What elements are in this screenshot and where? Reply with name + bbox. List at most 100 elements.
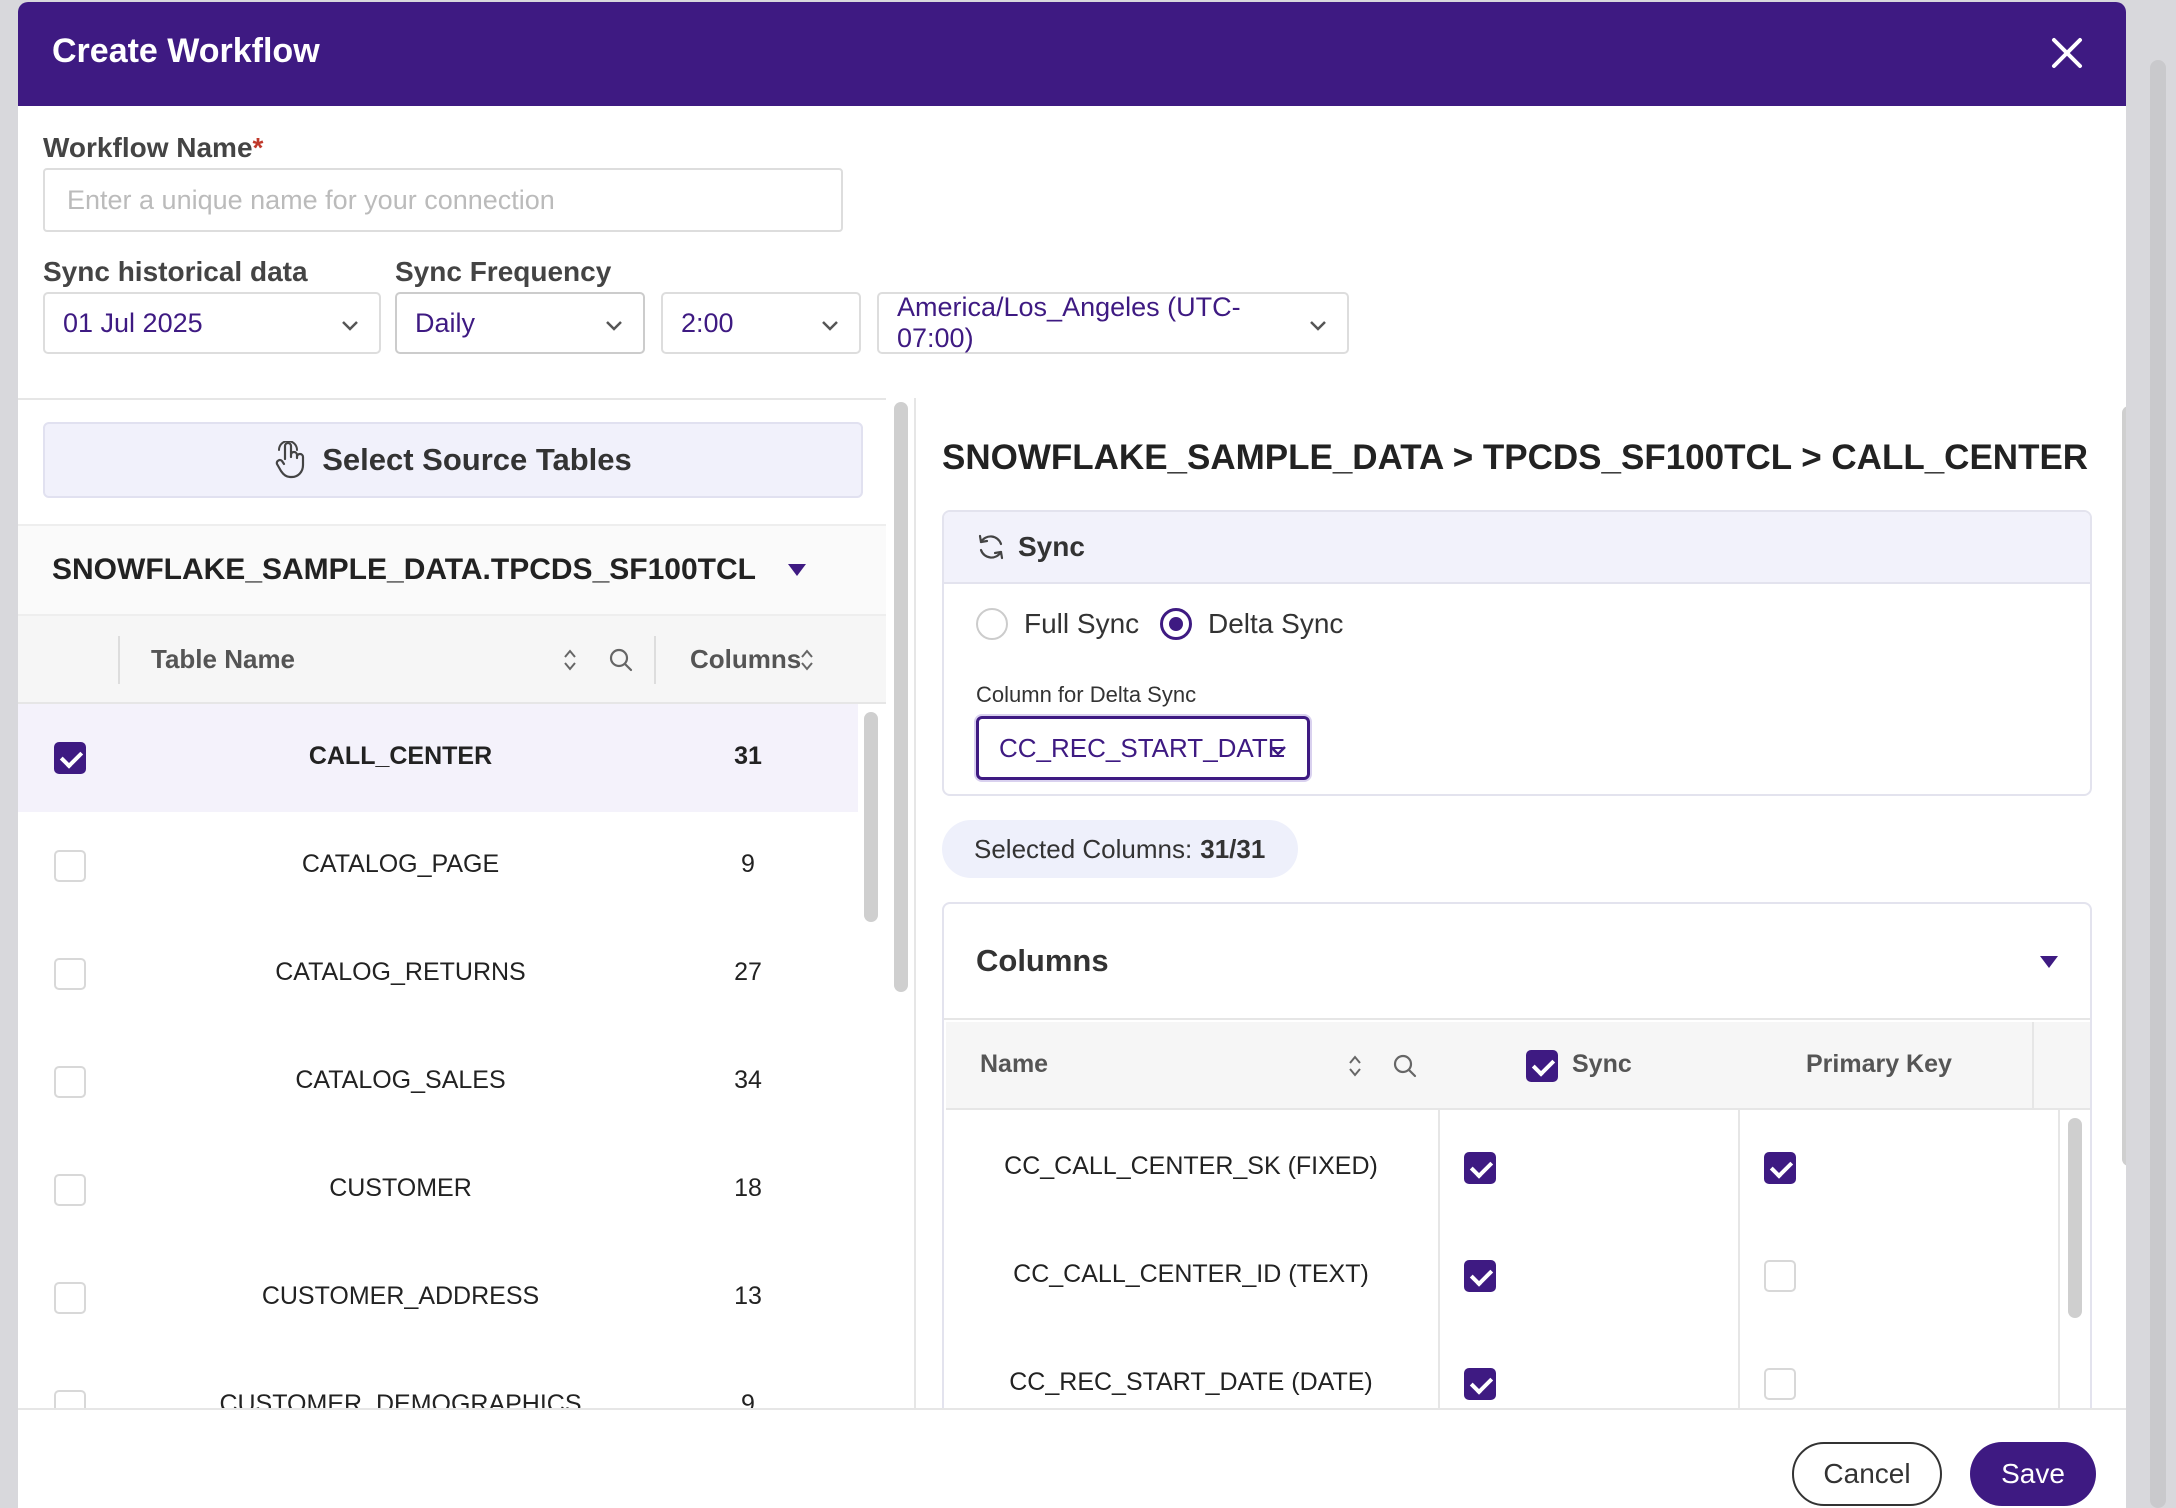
table-name: CALL_CENTER [308, 742, 493, 770]
table-name: CATALOG_RETURNS [275, 958, 526, 986]
header-table-name: Table Name [151, 644, 296, 674]
sync-checkbox[interactable] [1464, 1152, 1496, 1184]
chevron-down-icon [606, 321, 622, 331]
column-separator [2058, 1110, 2060, 1508]
delta-column-value: CC_REC_START_DATE [999, 732, 1286, 763]
table-name: CUSTOMER [329, 1174, 472, 1202]
row-checkbox[interactable] [54, 1282, 86, 1314]
time-value: 2:00 [681, 307, 734, 338]
timezone-select[interactable]: America/Los_Angeles (UTC-07:00) [877, 292, 1349, 354]
time-select[interactable]: 2:00 [661, 292, 861, 354]
table-row[interactable]: CUSTOMER 18 [18, 1136, 858, 1244]
header-columns: Columns [690, 644, 802, 674]
sync-card-header: Sync [944, 512, 2090, 584]
selected-columns-value: 31/31 [1200, 833, 1266, 864]
hand-pointer-icon [276, 441, 305, 479]
full-sync-radio[interactable] [976, 608, 1008, 640]
column-separator [654, 636, 656, 684]
column-separator [2032, 1022, 2034, 1110]
sort-icon[interactable] [563, 648, 577, 672]
column-count: 27 [734, 958, 762, 986]
sync-historical-value: 01 Jul 2025 [63, 307, 203, 338]
row-checkbox[interactable] [54, 742, 86, 774]
search-icon[interactable] [608, 647, 634, 673]
delta-column-label: Column for Delta Sync [976, 682, 1197, 707]
dialog-header: Create Workflow [18, 2, 2126, 106]
chevron-down-icon [342, 321, 358, 331]
sync-checkbox[interactable] [1464, 1260, 1496, 1292]
columns-card: Columns Name Sync Primary Key CC_CALL_CE… [942, 902, 2092, 1508]
table-name: CATALOG_PAGE [301, 850, 500, 878]
column-name: CC_REC_START_DATE (DATE) [1009, 1368, 1373, 1396]
sync-historical-date-select[interactable]: 01 Jul 2025 [43, 292, 381, 354]
create-workflow-dialog: Create Workflow Workflow Name* Sync hist… [18, 2, 2126, 1508]
sync-settings-card: Sync Full Sync Delta Sync Column for Del… [942, 510, 2092, 796]
column-count: 13 [734, 1282, 762, 1310]
header-sync: Sync [1572, 1050, 1632, 1078]
refresh-icon [978, 534, 1004, 560]
columns-title: Columns [976, 943, 1109, 978]
panel-divider [914, 398, 916, 1410]
table-row[interactable]: CATALOG_PAGE 9 [18, 812, 858, 920]
chevron-down-icon [1270, 746, 1286, 756]
table-row[interactable]: CUSTOMER_ADDRESS 13 [18, 1244, 858, 1352]
sort-icon[interactable] [800, 648, 814, 672]
page-scrollbar[interactable] [2150, 60, 2166, 1508]
close-icon[interactable] [2044, 30, 2090, 76]
required-mark: * [252, 132, 264, 163]
header-name: Name [980, 1050, 1049, 1078]
full-sync-label[interactable]: Full Sync [1024, 608, 1140, 639]
delta-sync-radio[interactable] [1160, 608, 1192, 640]
columns-scrollbar[interactable] [2068, 1118, 2082, 1318]
sync-historical-label: Sync historical data [43, 256, 308, 287]
caret-down-icon[interactable] [2040, 956, 2058, 968]
column-row: CC_CALL_CENTER_ID (TEXT) [946, 1220, 2058, 1328]
dialog-footer: Cancel Save [18, 1408, 2126, 1508]
sync-title: Sync [1018, 531, 1085, 562]
column-name: CC_CALL_CENTER_SK (FIXED) [1004, 1152, 1378, 1180]
selected-columns-label: Selected Columns: [974, 833, 1193, 864]
column-count: 9 [741, 850, 755, 878]
cancel-button[interactable]: Cancel [1792, 1442, 1942, 1506]
column-separator [118, 636, 120, 684]
right-panel-scrollbar[interactable] [2122, 406, 2126, 1166]
row-checkbox[interactable] [54, 1066, 86, 1098]
row-checkbox[interactable] [54, 958, 86, 990]
primary-key-checkbox[interactable] [1764, 1152, 1796, 1184]
left-panel-scrollbar[interactable] [894, 402, 908, 992]
workflow-name-input[interactable] [43, 168, 843, 232]
table-path-breadcrumb: SNOWFLAKE_SAMPLE_DATA > TPCDS_SF100TCL >… [942, 438, 2089, 477]
sync-checkbox[interactable] [1464, 1368, 1496, 1400]
frequency-select[interactable]: Daily [395, 292, 645, 354]
column-count: 34 [734, 1066, 762, 1094]
table-name: CUSTOMER_ADDRESS [261, 1282, 540, 1310]
sync-all-checkbox[interactable] [1526, 1050, 1558, 1082]
caret-down-icon [787, 564, 806, 576]
table-row-call-center[interactable]: CALL_CENTER 31 [18, 704, 858, 812]
save-button[interactable]: Save [1970, 1442, 2096, 1506]
select-source-tables-button[interactable]: Select Source Tables [43, 422, 863, 498]
table-row[interactable]: CATALOG_SALES 34 [18, 1028, 858, 1136]
sort-icon[interactable] [1348, 1054, 1362, 1078]
table-row[interactable]: CATALOG_RETURNS 27 [18, 920, 858, 1028]
frequency-value: Daily [415, 307, 476, 338]
column-name: CC_CALL_CENTER_ID (TEXT) [1013, 1260, 1369, 1288]
columns-card-header[interactable]: Columns [944, 904, 2090, 1020]
row-checkbox[interactable] [54, 1174, 86, 1206]
select-source-tables-label: Select Source Tables [322, 442, 632, 477]
source-table-header: Table Name Columns [18, 616, 886, 704]
workflow-name-label: Workflow Name* [43, 132, 264, 163]
primary-key-checkbox[interactable] [1764, 1260, 1796, 1292]
delta-column-select[interactable]: CC_REC_START_DATE [976, 716, 1310, 780]
column-separator [1738, 1110, 1740, 1508]
table-list-scrollbar[interactable] [864, 712, 878, 922]
selected-columns-badge: Selected Columns: 31/31 [942, 820, 1298, 878]
schema-selector[interactable]: SNOWFLAKE_SAMPLE_DATA.TPCDS_SF100TCL [18, 524, 886, 616]
chevron-down-icon [822, 321, 838, 331]
primary-key-checkbox[interactable] [1764, 1368, 1796, 1400]
row-checkbox[interactable] [54, 850, 86, 882]
delta-sync-label[interactable]: Delta Sync [1208, 608, 1344, 639]
search-icon[interactable] [1392, 1053, 1418, 1079]
schema-name: SNOWFLAKE_SAMPLE_DATA.TPCDS_SF100TCL [52, 553, 756, 586]
chevron-down-icon [1310, 321, 1326, 331]
